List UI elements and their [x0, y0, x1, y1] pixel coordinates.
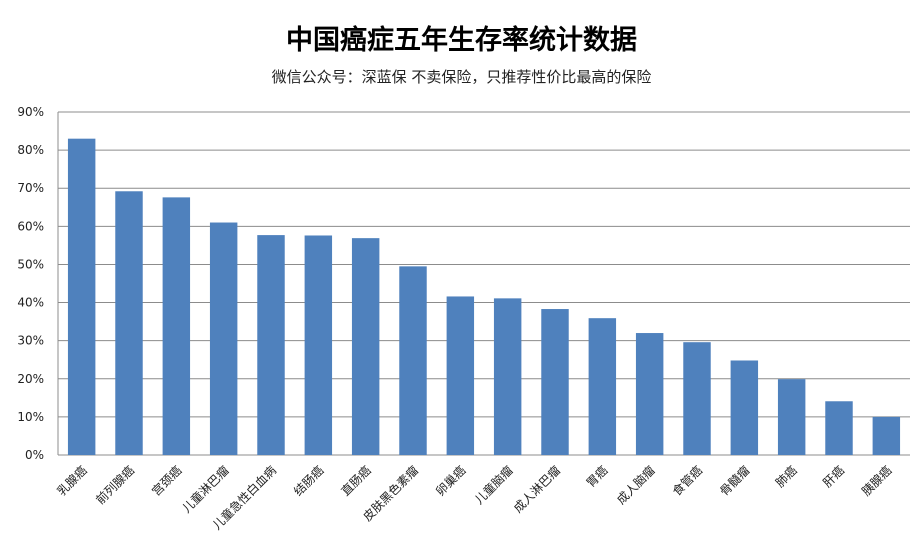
- bar: [588, 318, 617, 455]
- bar: [399, 266, 427, 455]
- bar: [257, 235, 285, 455]
- bar: [683, 342, 711, 455]
- bar: [304, 235, 333, 455]
- x-tick-label: 乳腺癌: [54, 463, 90, 499]
- x-tick-label: 儿童脑瘤: [471, 463, 516, 508]
- bar: [777, 379, 806, 455]
- x-tick-label: 宫颈癌: [148, 463, 184, 499]
- bar: [209, 222, 238, 455]
- bar: [115, 191, 143, 455]
- x-tick-label: 肝癌: [820, 463, 848, 491]
- x-tick-label: 肺癌: [772, 463, 800, 491]
- bar: [446, 296, 475, 455]
- bar: [635, 333, 664, 455]
- y-tick-label: 80%: [17, 143, 44, 157]
- x-tick-label: 卵巢癌: [432, 463, 468, 499]
- bar: [351, 238, 380, 455]
- x-tick-label: 骨髓瘤: [716, 463, 752, 499]
- y-tick-label: 70%: [17, 181, 44, 195]
- x-tick-label: 直肠癌: [338, 463, 374, 499]
- x-tick-label: 成人淋巴瘤: [510, 463, 563, 516]
- y-tick-label: 20%: [17, 372, 44, 386]
- x-tick-label: 胰腺癌: [858, 463, 894, 499]
- x-tick-label: 胃癌: [583, 463, 611, 491]
- chart-title: 中国癌症五年生存率统计数据: [286, 25, 637, 56]
- y-tick-label: 10%: [17, 410, 44, 424]
- chart-subtitle: 微信公众号：深蓝保 不卖保险，只推荐性价比最高的保险: [271, 68, 652, 86]
- bar: [67, 138, 96, 455]
- bar: [493, 298, 522, 455]
- x-tick-label: 前列腺癌: [93, 463, 138, 508]
- y-tick-label: 90%: [17, 105, 44, 119]
- y-tick-label: 40%: [17, 296, 44, 310]
- y-tick-label: 0%: [25, 448, 44, 462]
- bar: [730, 360, 759, 455]
- bar: [825, 401, 853, 455]
- y-tick-label: 60%: [17, 219, 44, 233]
- bar: [872, 416, 901, 455]
- x-tick-label: 结肠癌: [290, 463, 326, 499]
- x-tick-label: 食管癌: [669, 463, 705, 499]
- x-tick-label: 成人脑瘤: [613, 463, 658, 508]
- bar: [541, 309, 569, 455]
- y-tick-label: 50%: [17, 257, 44, 271]
- bar: [162, 197, 191, 455]
- y-tick-label: 30%: [17, 334, 44, 348]
